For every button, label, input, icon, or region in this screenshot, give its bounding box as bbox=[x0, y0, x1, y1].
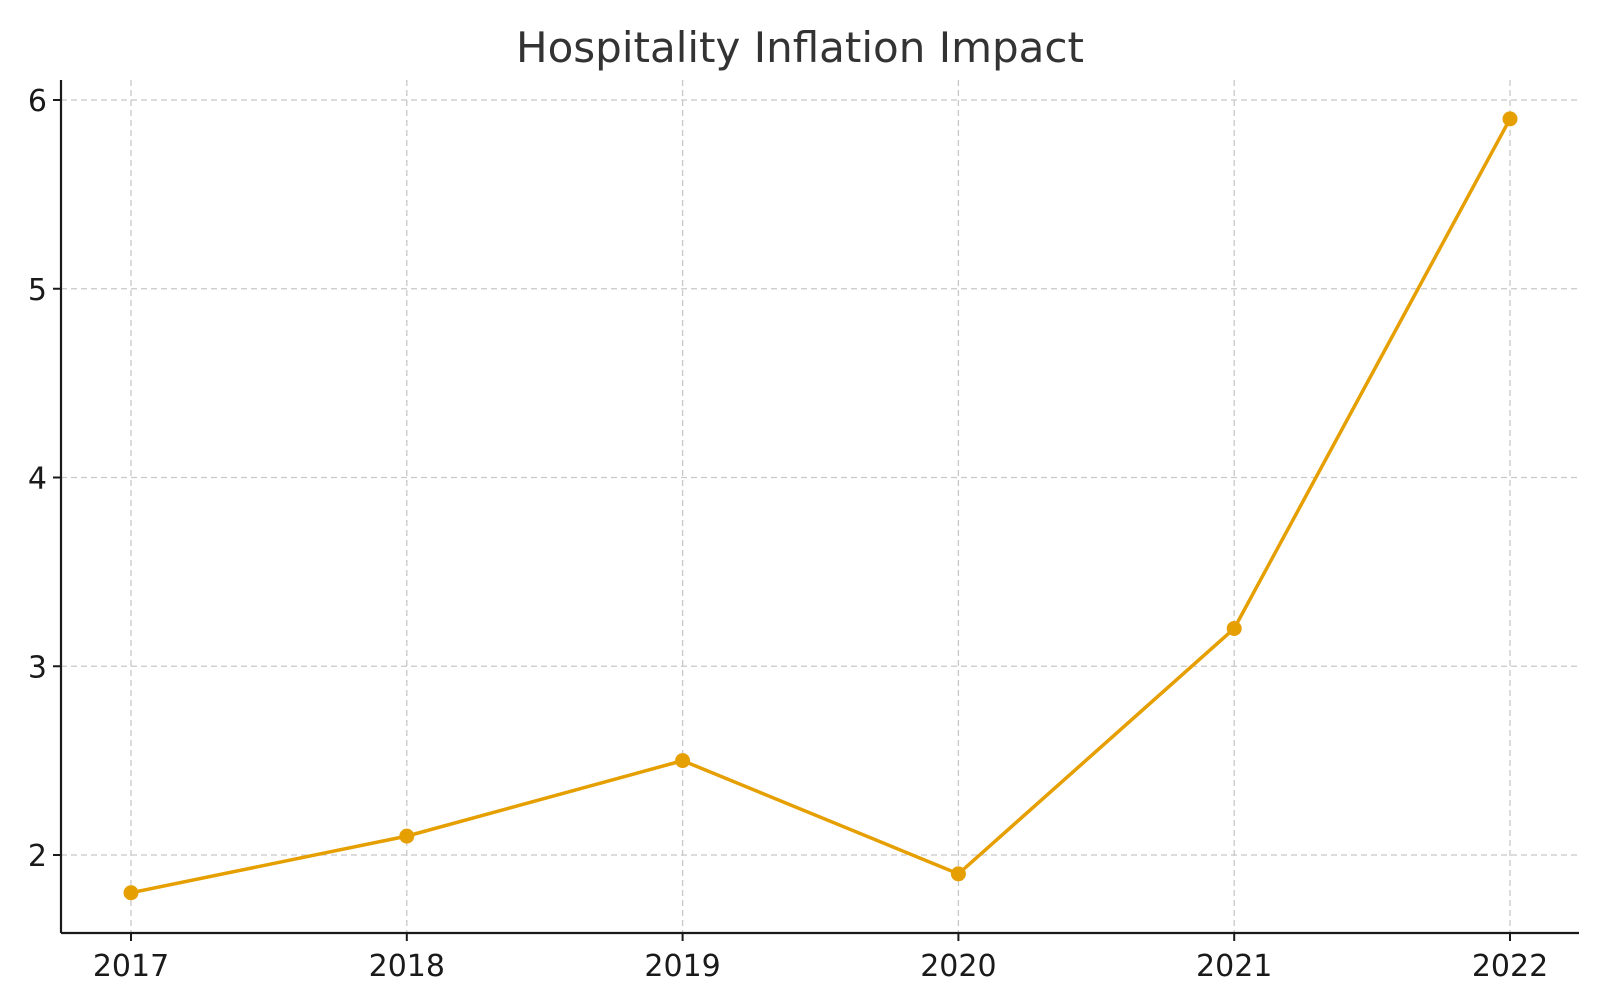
y-axis-ticks: 2 3 4 5 6 bbox=[28, 84, 61, 874]
x-tick-label: 2019 bbox=[644, 949, 720, 984]
data-point-2022 bbox=[1502, 111, 1518, 127]
data-point-2018 bbox=[399, 828, 415, 844]
x-tick-label: 2018 bbox=[369, 949, 445, 984]
x-tick-label: 2022 bbox=[1472, 949, 1548, 984]
data-point-2017 bbox=[123, 885, 139, 901]
x-axis-ticks: 2017 2018 2019 2020 2021 2022 bbox=[93, 933, 1548, 984]
x-tick-label: 2021 bbox=[1196, 949, 1272, 984]
y-tick-label: 4 bbox=[28, 462, 47, 497]
data-point-2019 bbox=[675, 753, 691, 769]
x-tick-label: 2020 bbox=[920, 949, 996, 984]
chart-title: Hospitality Inflation Impact bbox=[516, 23, 1084, 72]
grid bbox=[61, 80, 1579, 933]
y-tick-label: 2 bbox=[28, 839, 47, 874]
y-tick-label: 6 bbox=[28, 84, 47, 119]
series-line bbox=[130, 118, 1512, 895]
data-point-2020 bbox=[950, 866, 966, 882]
y-tick-label: 5 bbox=[28, 273, 47, 308]
y-tick-label: 3 bbox=[28, 650, 47, 685]
data-point-2021 bbox=[1226, 621, 1242, 636]
axes bbox=[59, 80, 1579, 935]
series bbox=[123, 111, 1518, 901]
x-tick-label: 2017 bbox=[93, 949, 169, 984]
